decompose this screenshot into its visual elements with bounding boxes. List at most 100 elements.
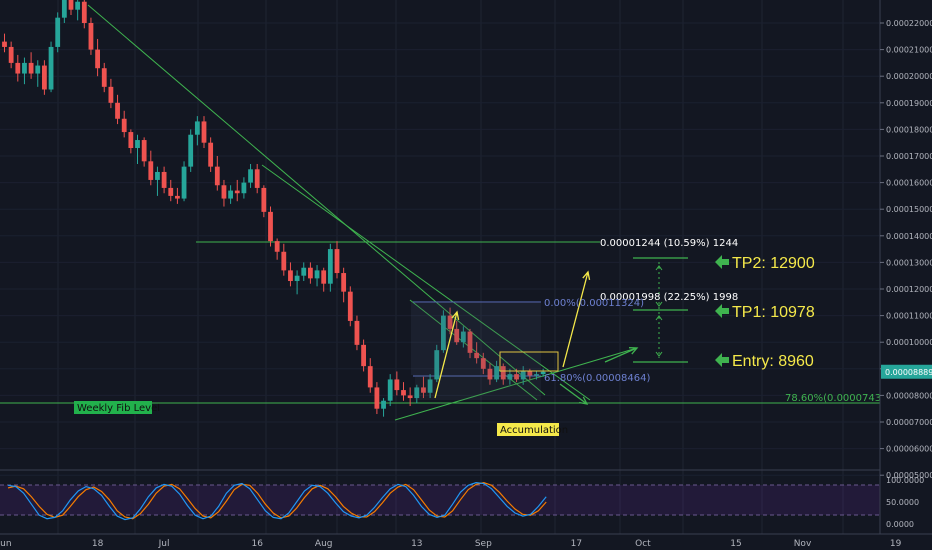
candle (141, 137, 147, 167)
candle (474, 342, 480, 364)
target-label: TP1: 10978 (732, 304, 815, 321)
candle (407, 387, 413, 407)
candle (454, 320, 460, 345)
candle (381, 398, 386, 417)
candle (314, 265, 320, 287)
time-tick-label: 19 (890, 539, 902, 549)
stochastic-rsi-panel (0, 469, 932, 521)
candle (201, 116, 207, 149)
time-tick-label: Aug (315, 539, 333, 549)
candle (374, 382, 380, 415)
candle (175, 187, 180, 204)
trend-lines (0, 4, 880, 421)
price-tick-label: 0.00019000 (886, 99, 932, 108)
candle (441, 310, 446, 353)
time-tick-label: Jun (0, 539, 12, 549)
candle (327, 243, 333, 292)
candle (101, 62, 107, 93)
price-tick-label: 0.00010000 (886, 338, 932, 347)
candle (75, 0, 81, 21)
candle (35, 60, 41, 87)
price-tick-label: 0.00014000 (886, 232, 932, 241)
candle (494, 360, 499, 383)
time-tick-label: 17 (571, 539, 582, 549)
price-tick-label: 0.00013000 (886, 258, 932, 267)
candle (55, 12, 61, 53)
candle (500, 363, 506, 385)
candle (22, 57, 27, 85)
price-tick-label: 0.00006000 (886, 445, 932, 454)
candle (88, 17, 94, 55)
price-tick-label: 0.00007000 (886, 418, 932, 427)
candle (254, 163, 260, 194)
osc-tick-label: 100.0000 (886, 476, 924, 485)
candle (341, 267, 347, 303)
price-tick-label: 0.00022000 (886, 19, 932, 28)
price-tick-label: 0.00018000 (886, 125, 932, 134)
candle (42, 60, 47, 95)
weekly-fib-tag (74, 401, 152, 414)
candle (155, 166, 160, 196)
price-tick-label: 0.00021000 (886, 46, 932, 55)
target-label: Entry: 8960 (732, 353, 814, 370)
fib-0-label: 0.00%(0.00011324) (544, 298, 644, 309)
candle (308, 262, 313, 284)
candle (301, 262, 307, 282)
candle (28, 52, 34, 79)
candle (421, 376, 426, 399)
candle (274, 238, 280, 260)
weekly-fib-label: Weekly Fib Level (77, 403, 160, 414)
candle (208, 137, 214, 172)
candle (8, 41, 14, 69)
price-tick-label: 0.00016000 (886, 179, 932, 188)
candle (434, 344, 440, 383)
candle (221, 179, 227, 207)
candle (228, 185, 233, 204)
candle (467, 328, 473, 359)
time-tick-label: Sep (475, 539, 492, 549)
candle (234, 179, 240, 202)
weekly-fib-value-label: 78.60%(0.00007439) (785, 393, 891, 404)
candle (394, 371, 400, 396)
price-tick-label: 0.00005000 (886, 471, 932, 480)
target-arrow-icon (715, 353, 729, 367)
price-tick-label: 0.00015000 (886, 205, 932, 214)
candle (121, 110, 127, 138)
candle (387, 374, 393, 407)
candle (281, 243, 287, 276)
price-tick-label: 0.00008000 (886, 391, 932, 400)
time-tick-label: 16 (251, 539, 263, 549)
candle (534, 371, 539, 380)
measure-label-tp1: 0.00001998 (22.25%) 1998 (600, 292, 738, 303)
fib-618-label: 61.80%(0.00008464) (544, 373, 650, 384)
candle (61, 0, 67, 23)
target-arrow-icon (715, 304, 729, 318)
candle (268, 206, 273, 247)
candle (241, 177, 247, 199)
candle (194, 116, 200, 146)
price-tick-label: 0.00012000 (886, 285, 932, 294)
candle (361, 339, 366, 372)
time-tick-label: Nov (794, 539, 812, 549)
osc-tick-label: 0.0000 (886, 520, 914, 529)
candle (2, 33, 7, 53)
candle (261, 185, 267, 218)
candle (321, 267, 327, 292)
grid (0, 0, 880, 534)
candle (248, 163, 253, 188)
measure-label-tp2: 0.00001244 (10.59%) 1244 (600, 238, 738, 249)
target-label: TP2: 12900 (732, 255, 815, 272)
candle (480, 352, 486, 375)
candle (15, 54, 21, 82)
price-tick-label: 0.00020000 (886, 72, 932, 81)
candle (148, 150, 154, 186)
accumulation-label: Accumulation (500, 425, 568, 436)
candle (115, 94, 120, 125)
current-price-badge (881, 364, 932, 379)
time-tick-label: 15 (730, 539, 741, 549)
candle (414, 384, 420, 404)
candle (427, 374, 433, 399)
time-tick-label: Jul (158, 539, 170, 549)
